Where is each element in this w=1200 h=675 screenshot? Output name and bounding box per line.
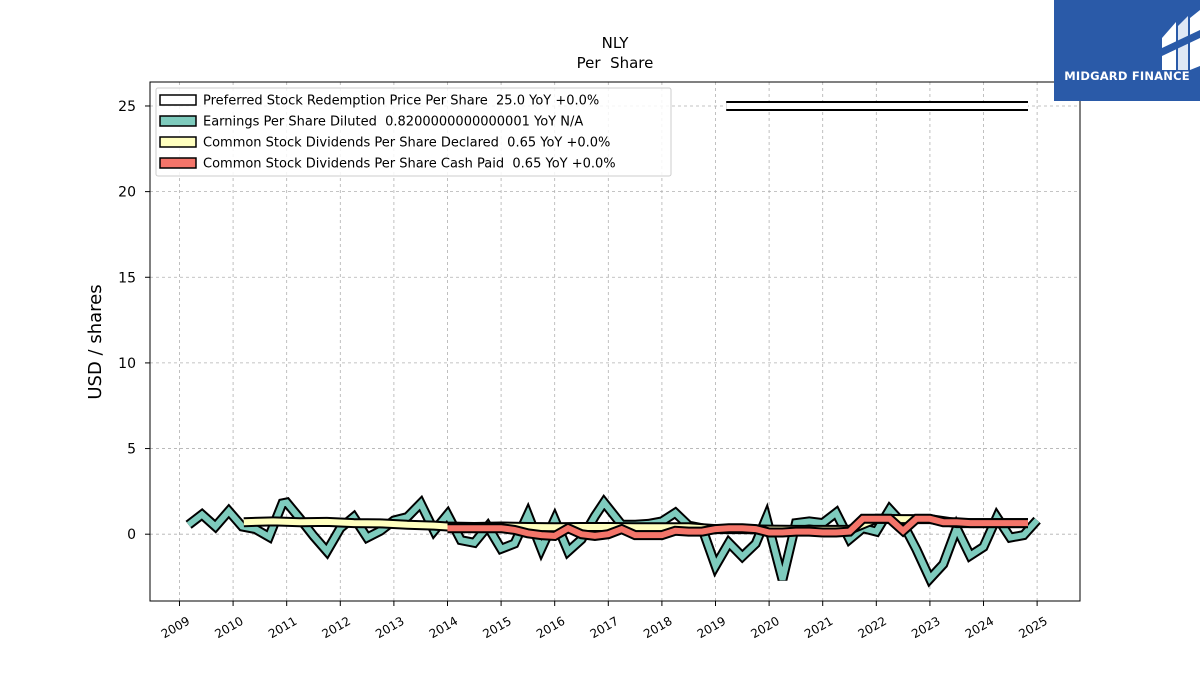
logo: MIDGARD FINANCE — [1054, 0, 1200, 101]
series-line-1 — [186, 497, 1040, 585]
legend-entry-2: Common Stock Dividends Per Share Declare… — [203, 136, 610, 151]
x-tick-label: 2009 — [159, 614, 192, 641]
legend-entry-3: Common Stock Dividends Per Share Cash Pa… — [203, 157, 616, 172]
legend-swatch-0 — [159, 94, 197, 106]
y-tick-label: 20 — [118, 185, 136, 201]
chart-title: NLY — [602, 34, 630, 52]
x-tick-label: 2017 — [588, 614, 621, 641]
x-tick-label: 2016 — [534, 614, 567, 641]
y-tick-label: 5 — [127, 442, 136, 458]
chart-subtitle: Per Share — [577, 54, 654, 72]
y-tick-label: 25 — [118, 99, 136, 115]
series-line-2 — [243, 515, 1028, 533]
x-tick-label: 2018 — [641, 614, 674, 641]
x-tick-label: 2023 — [909, 614, 942, 641]
x-tick-label: 2025 — [1016, 614, 1049, 641]
x-tick-label: 2019 — [695, 614, 728, 641]
x-tick-label: 2011 — [266, 614, 299, 641]
axes: 2009 2010 2011 2012 2013 2014 2015 2016 2017 2018… — [118, 99, 1050, 641]
series-line-3 — [447, 515, 1028, 539]
x-tick-label: 2020 — [748, 614, 781, 641]
x-tick-label: 2021 — [802, 614, 835, 641]
x-tick-label: 2015 — [480, 614, 513, 641]
legend-entry-1: Earnings Per Share Diluted 0.82000000000… — [203, 115, 583, 130]
logo-icon — [1162, 10, 1200, 70]
logo-text: MIDGARD FINANCE — [1064, 69, 1190, 83]
x-tick-label: 2022 — [856, 614, 889, 641]
x-tick-label: 2010 — [212, 614, 245, 641]
legend-swatch-3 — [159, 157, 197, 169]
plot-frame — [149, 81, 1081, 602]
x-tick-label: 2014 — [427, 614, 460, 641]
y-axis-label: USD / shares — [85, 284, 106, 399]
legend-swatch-2 — [159, 136, 197, 148]
legend-swatch-1 — [159, 115, 197, 127]
y-tick-label: 0 — [127, 527, 136, 543]
x-tick-label: 2024 — [963, 614, 996, 641]
y-tick-label: 15 — [118, 270, 136, 286]
y-tick-label: 10 — [118, 356, 136, 372]
legend-box — [155, 87, 672, 177]
series-lines — [185, 101, 1041, 588]
x-tick-label: 2013 — [373, 614, 406, 641]
legend: Preferred Stock Redemption Price Per Sha… — [155, 87, 672, 177]
x-tick-label: 2012 — [320, 614, 353, 641]
legend-entry-0: Preferred Stock Redemption Price Per Sha… — [203, 94, 599, 109]
